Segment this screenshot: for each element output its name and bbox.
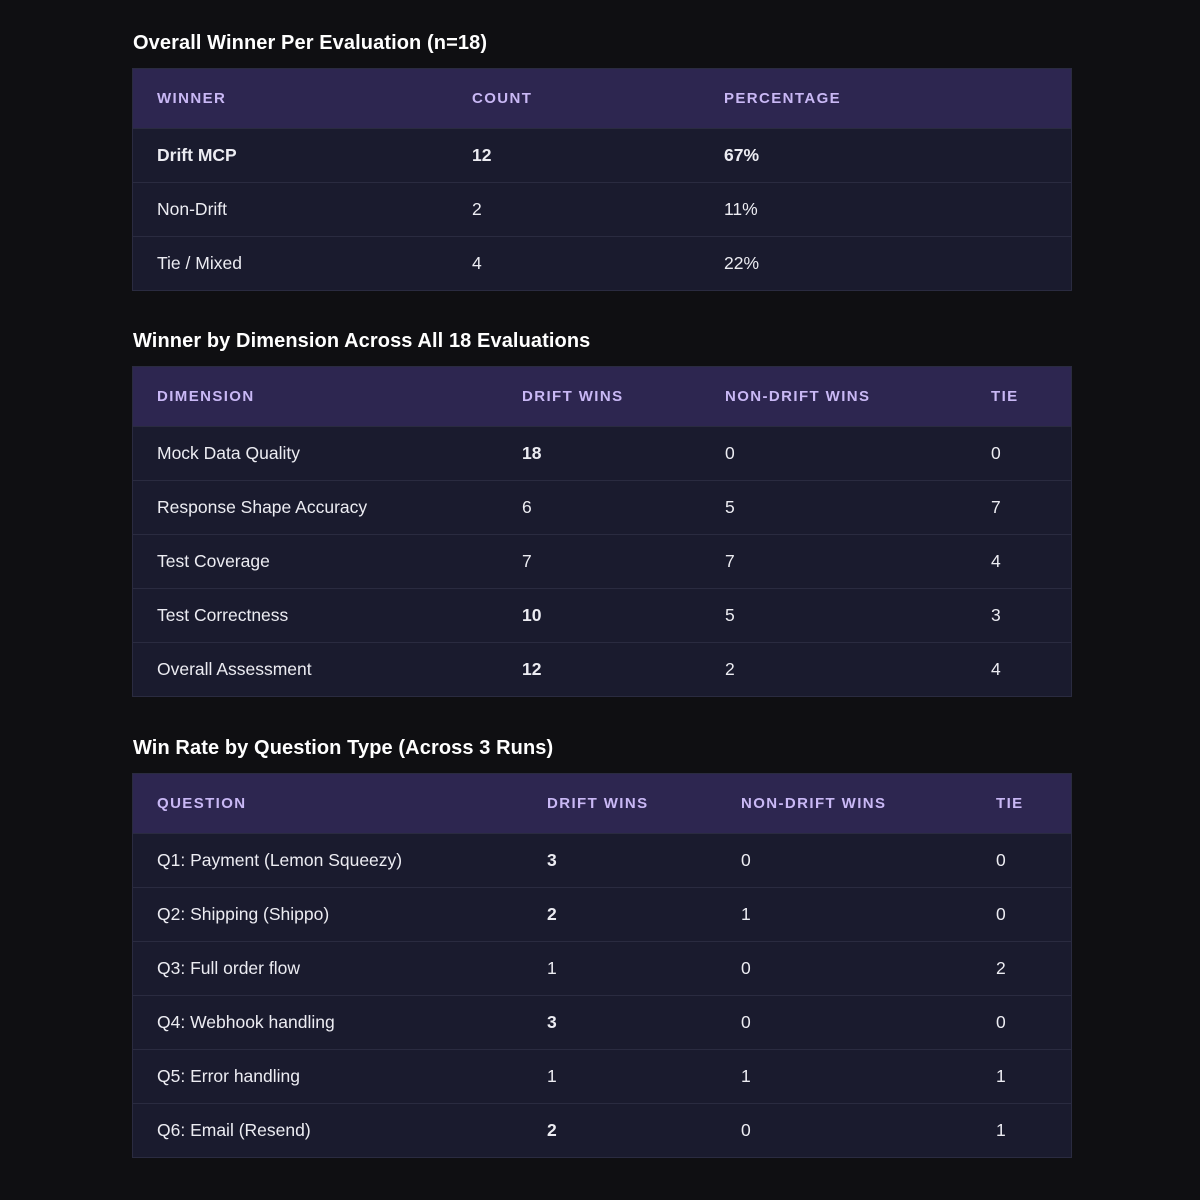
table-row: Non-Drift 2 11% — [133, 182, 1071, 236]
tie-cell: 0 — [996, 849, 1006, 870]
table-row: Q2: Shipping (Shippo) 2 1 0 — [133, 887, 1071, 941]
drift-wins-cell: 7 — [522, 550, 532, 571]
drift-wins-cell: 6 — [522, 496, 532, 517]
non-drift-wins-cell: 1 — [741, 903, 751, 924]
dimension-cell: Test Coverage — [157, 550, 270, 571]
table-row: Q4: Webhook handling 3 0 0 — [133, 995, 1071, 1049]
column-header-dimension[interactable]: DIMENSION — [157, 387, 255, 405]
question-cell: Q5: Error handling — [157, 1065, 300, 1086]
drift-wins-cell: 3 — [547, 849, 557, 870]
table-row: Q3: Full order flow 1 0 2 — [133, 941, 1071, 995]
question-cell: Q4: Webhook handling — [157, 1011, 335, 1032]
tie-cell: 1 — [996, 1065, 1006, 1086]
non-drift-wins-cell: 0 — [741, 849, 751, 870]
column-header-drift-wins[interactable]: DRIFT WINS — [522, 387, 624, 405]
winner-cell: Tie / Mixed — [157, 252, 242, 273]
column-header-non-drift-wins[interactable]: NON-DRIFT WINS — [725, 387, 871, 405]
non-drift-wins-cell: 5 — [725, 496, 735, 517]
table-row: Response Shape Accuracy 6 5 7 — [133, 480, 1071, 534]
winner-cell: Drift MCP — [157, 144, 237, 165]
drift-wins-cell: 1 — [547, 1065, 557, 1086]
table-header-row: DIMENSION DRIFT WINS NON-DRIFT WINS TIE — [133, 367, 1071, 426]
drift-wins-cell: 10 — [522, 604, 542, 625]
column-header-percentage[interactable]: PERCENTAGE — [724, 89, 842, 107]
column-header-non-drift-wins[interactable]: NON-DRIFT WINS — [741, 794, 887, 812]
table-row: Tie / Mixed 4 22% — [133, 236, 1071, 290]
dimension-cell: Overall Assessment — [157, 658, 312, 679]
non-drift-wins-cell: 7 — [725, 550, 735, 571]
question-type-section: Win Rate by Question Type (Across 3 Runs… — [132, 735, 1072, 1160]
tie-cell: 0 — [996, 1011, 1006, 1032]
table-row: Q6: Email (Resend) 2 0 1 — [133, 1103, 1071, 1157]
overall-winner-table: WINNER COUNT PERCENTAGE Drift MCP 12 67%… — [132, 68, 1072, 291]
dimension-section: Winner by Dimension Across All 18 Evalua… — [132, 328, 1072, 698]
overall-winner-section: Overall Winner Per Evaluation (n=18) WIN… — [132, 30, 1072, 292]
dimension-table: DIMENSION DRIFT WINS NON-DRIFT WINS TIE … — [132, 366, 1072, 697]
table-row: Mock Data Quality 18 0 0 — [133, 426, 1071, 480]
question-cell: Q6: Email (Resend) — [157, 1119, 311, 1140]
question-cell: Q2: Shipping (Shippo) — [157, 903, 330, 924]
table-header-row: WINNER COUNT PERCENTAGE — [133, 69, 1071, 128]
column-header-drift-wins[interactable]: DRIFT WINS — [547, 794, 649, 812]
column-header-tie[interactable]: TIE — [996, 794, 1024, 812]
question-cell: Q3: Full order flow — [157, 957, 300, 978]
drift-wins-cell: 18 — [522, 442, 542, 463]
non-drift-wins-cell: 0 — [741, 1011, 751, 1032]
table-row: Q1: Payment (Lemon Squeezy) 3 0 0 — [133, 833, 1071, 887]
drift-wins-cell: 2 — [547, 1119, 557, 1140]
percentage-cell: 22% — [724, 252, 760, 273]
column-header-tie[interactable]: TIE — [991, 387, 1019, 405]
non-drift-wins-cell: 0 — [741, 1119, 751, 1140]
drift-wins-cell: 2 — [547, 903, 557, 924]
tie-cell: 3 — [991, 604, 1001, 625]
table-row: Drift MCP 12 67% — [133, 128, 1071, 182]
count-cell: 2 — [472, 198, 482, 219]
question-cell: Q1: Payment (Lemon Squeezy) — [157, 849, 403, 870]
column-header-count[interactable]: COUNT — [472, 89, 533, 107]
section-title: Winner by Dimension Across All 18 Evalua… — [133, 330, 591, 352]
dimension-cell: Test Correctness — [157, 604, 289, 625]
tie-cell: 1 — [996, 1119, 1006, 1140]
tie-cell: 0 — [991, 442, 1001, 463]
tie-cell: 0 — [996, 903, 1006, 924]
count-cell: 4 — [472, 252, 482, 273]
drift-wins-cell: 1 — [547, 957, 557, 978]
dimension-cell: Mock Data Quality — [157, 442, 300, 463]
tie-cell: 4 — [991, 658, 1001, 679]
winner-cell: Non-Drift — [157, 198, 228, 219]
table-row: Test Correctness 10 5 3 — [133, 588, 1071, 642]
count-cell: 12 — [472, 144, 492, 165]
non-drift-wins-cell: 1 — [741, 1065, 751, 1086]
non-drift-wins-cell: 2 — [725, 658, 735, 679]
non-drift-wins-cell: 5 — [725, 604, 735, 625]
column-header-question[interactable]: QUESTION — [157, 794, 247, 812]
question-type-table: QUESTION DRIFT WINS NON-DRIFT WINS TIE Q… — [132, 773, 1072, 1158]
percentage-cell: 11% — [724, 198, 758, 219]
table-row: Q5: Error handling 1 1 1 — [133, 1049, 1071, 1103]
table-header-row: QUESTION DRIFT WINS NON-DRIFT WINS TIE — [133, 774, 1071, 833]
percentage-cell: 67% — [724, 144, 760, 165]
drift-wins-cell: 3 — [547, 1011, 557, 1032]
non-drift-wins-cell: 0 — [741, 957, 751, 978]
section-title: Win Rate by Question Type (Across 3 Runs… — [133, 737, 554, 759]
tie-cell: 2 — [996, 957, 1006, 978]
section-title: Overall Winner Per Evaluation (n=18) — [133, 32, 488, 54]
non-drift-wins-cell: 0 — [725, 442, 735, 463]
tie-cell: 7 — [991, 496, 1001, 517]
table-row: Test Coverage 7 7 4 — [133, 534, 1071, 588]
tie-cell: 4 — [991, 550, 1001, 571]
column-header-winner[interactable]: WINNER — [157, 89, 227, 107]
dimension-cell: Response Shape Accuracy — [157, 496, 368, 517]
drift-wins-cell: 12 — [522, 658, 542, 679]
table-row: Overall Assessment 12 2 4 — [133, 642, 1071, 696]
